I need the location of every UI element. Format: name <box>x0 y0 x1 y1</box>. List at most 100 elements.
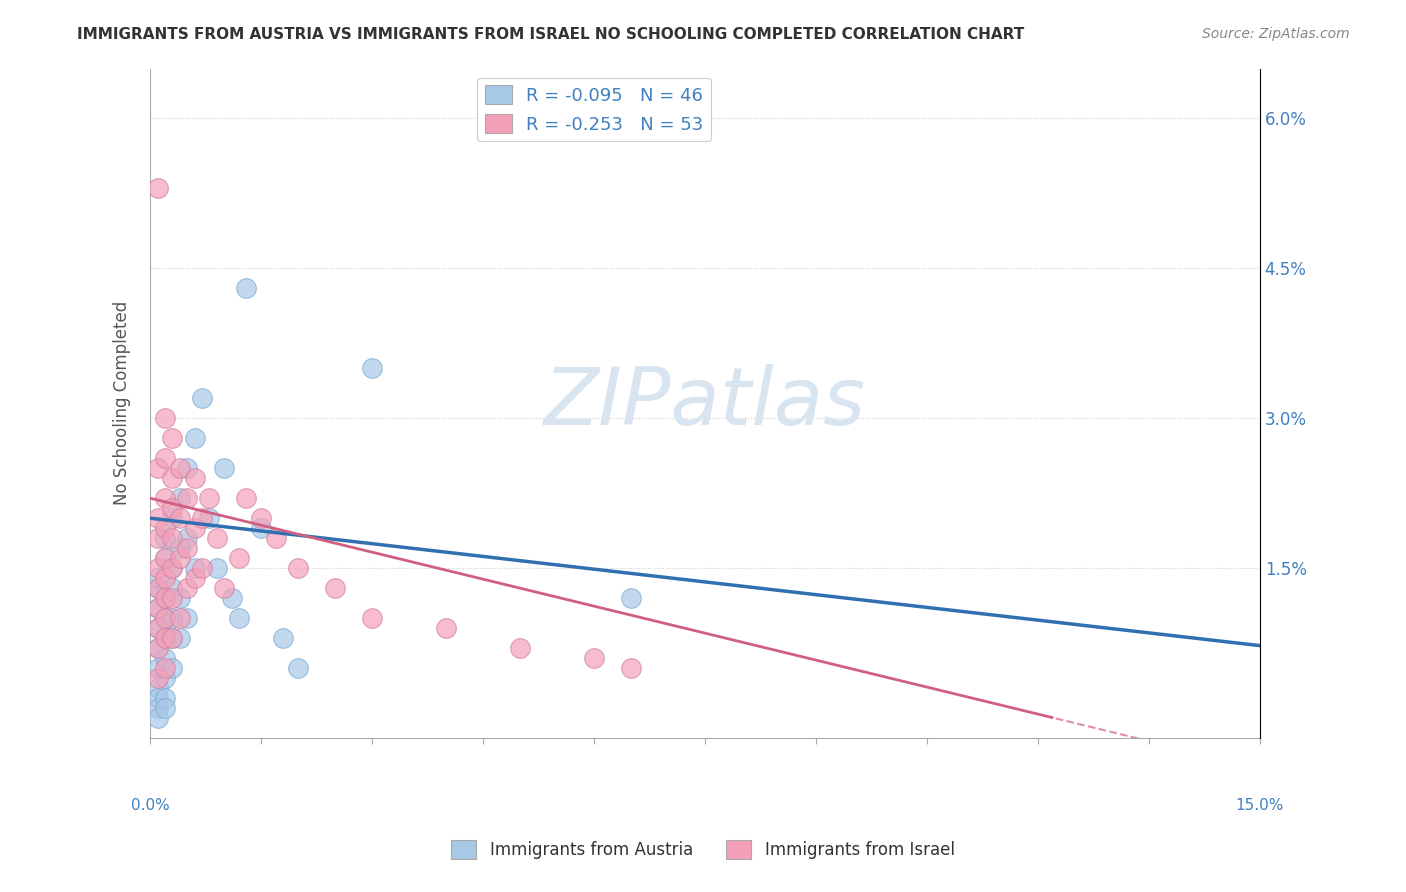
Legend: R = -0.095   N = 46, R = -0.253   N = 53: R = -0.095 N = 46, R = -0.253 N = 53 <box>478 78 710 141</box>
Point <box>146 621 169 635</box>
Text: 0.0%: 0.0% <box>131 798 170 813</box>
Y-axis label: No Schooling Completed: No Schooling Completed <box>114 301 131 506</box>
Point <box>183 431 205 445</box>
Point <box>153 691 176 706</box>
Point <box>235 491 257 506</box>
Point <box>250 511 273 525</box>
Point <box>153 631 176 645</box>
Point <box>146 711 169 725</box>
Point <box>183 471 205 485</box>
Point <box>169 491 191 506</box>
Point <box>176 461 198 475</box>
Point <box>146 601 169 615</box>
Point <box>146 461 169 475</box>
Point <box>146 661 169 675</box>
Point <box>153 571 176 585</box>
Point <box>146 691 169 706</box>
Point <box>162 501 184 516</box>
Point <box>162 511 184 525</box>
Point <box>153 701 176 715</box>
Point <box>146 531 169 545</box>
Point <box>146 671 169 685</box>
Point <box>169 551 191 566</box>
Point <box>273 631 295 645</box>
Point <box>228 551 250 566</box>
Point <box>153 411 176 425</box>
Point <box>162 561 184 575</box>
Point <box>176 611 198 625</box>
Point <box>169 541 191 556</box>
Point <box>191 561 214 575</box>
Point <box>153 661 176 675</box>
Point <box>153 611 176 625</box>
Point <box>235 281 257 295</box>
Point <box>162 631 184 645</box>
Point <box>153 611 176 625</box>
Point <box>287 661 309 675</box>
Point <box>620 591 643 606</box>
Point <box>361 361 384 376</box>
Point <box>361 611 384 625</box>
Point <box>153 521 176 535</box>
Point <box>169 461 191 475</box>
Point <box>198 511 221 525</box>
Point <box>153 591 176 606</box>
Point <box>146 181 169 195</box>
Text: IMMIGRANTS FROM AUSTRIA VS IMMIGRANTS FROM ISRAEL NO SCHOOLING COMPLETED CORRELA: IMMIGRANTS FROM AUSTRIA VS IMMIGRANTS FR… <box>77 27 1025 42</box>
Point <box>162 661 184 675</box>
Point <box>183 561 205 575</box>
Point <box>183 571 205 585</box>
Point <box>191 511 214 525</box>
Text: Source: ZipAtlas.com: Source: ZipAtlas.com <box>1202 27 1350 41</box>
Point <box>198 491 221 506</box>
Point <box>153 451 176 466</box>
Point <box>582 651 605 665</box>
Point <box>146 511 169 525</box>
Point <box>183 521 205 535</box>
Point <box>169 631 191 645</box>
Point <box>176 531 198 545</box>
Point <box>212 581 235 595</box>
Point <box>221 591 243 606</box>
Point <box>205 531 228 545</box>
Point <box>146 581 169 595</box>
Point <box>162 561 184 575</box>
Point <box>153 631 176 645</box>
Point <box>287 561 309 575</box>
Text: ZIPatlas: ZIPatlas <box>544 364 866 442</box>
Point <box>250 521 273 535</box>
Point <box>162 431 184 445</box>
Point <box>153 551 176 566</box>
Point <box>146 641 169 656</box>
Point <box>212 461 235 475</box>
Point <box>176 581 198 595</box>
Point <box>153 651 176 665</box>
Text: 15.0%: 15.0% <box>1236 798 1284 813</box>
Point <box>205 561 228 575</box>
Point <box>434 621 457 635</box>
Point <box>323 581 346 595</box>
Legend: Immigrants from Austria, Immigrants from Israel: Immigrants from Austria, Immigrants from… <box>444 834 962 866</box>
Point <box>169 591 191 606</box>
Point <box>146 601 169 615</box>
Point <box>146 621 169 635</box>
Point <box>153 531 176 545</box>
Point <box>169 511 191 525</box>
Point <box>162 471 184 485</box>
Point <box>153 591 176 606</box>
Point <box>146 581 169 595</box>
Point <box>153 551 176 566</box>
Point <box>620 661 643 675</box>
Point <box>153 671 176 685</box>
Point <box>162 591 184 606</box>
Point <box>162 531 184 545</box>
Point <box>162 631 184 645</box>
Point <box>176 491 198 506</box>
Point <box>146 641 169 656</box>
Point <box>264 531 287 545</box>
Point <box>153 491 176 506</box>
Point <box>176 541 198 556</box>
Point <box>169 611 191 625</box>
Point <box>146 571 169 585</box>
Point <box>146 681 169 695</box>
